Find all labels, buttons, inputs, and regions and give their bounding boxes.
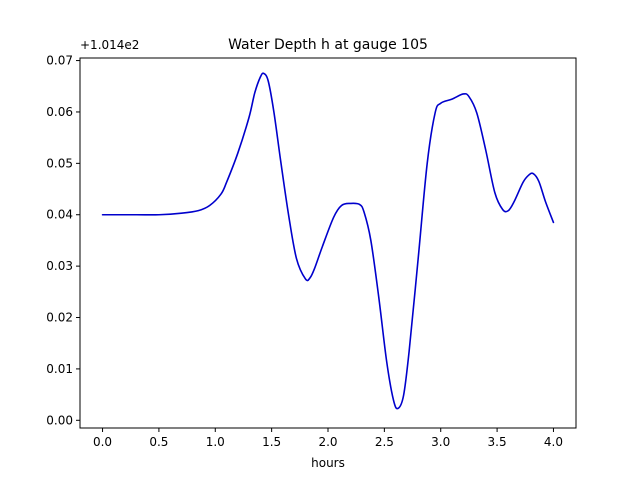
x-tick-label: 3.0 (431, 435, 450, 449)
y-tick-label: 0.02 (46, 311, 73, 325)
x-axis-ticks: 0.0 0.5 1.0 1.5 2.0 2.5 3.0 3.5 4.0 (93, 428, 563, 449)
y-tick-label: 0.06 (46, 105, 73, 119)
x-tick-label: 1.0 (206, 435, 225, 449)
y-axis-ticks: 0.00 0.01 0.02 0.03 0.04 0.05 0.06 0.07 (46, 54, 80, 427)
chart-title: Water Depth h at gauge 105 (228, 37, 428, 53)
y-tick-label: 0.01 (46, 362, 73, 376)
y-tick-label: 0.04 (46, 208, 73, 222)
plot-frame (79, 57, 577, 429)
y-axis-offset-label: +1.014e2 (80, 38, 139, 52)
x-tick-label: 4.0 (544, 435, 563, 449)
x-tick-label: 1.5 (262, 435, 281, 449)
y-tick-label: 0.07 (46, 54, 73, 68)
x-tick-label: 0.0 (93, 435, 112, 449)
x-axis-label: hours (311, 456, 345, 470)
x-tick-label: 3.5 (488, 435, 507, 449)
x-tick-label: 2.5 (375, 435, 394, 449)
y-tick-label: 0.05 (46, 156, 73, 170)
y-tick-label: 0.03 (46, 259, 73, 273)
x-tick-label: 2.0 (318, 435, 337, 449)
series-line-0 (101, 72, 555, 410)
data-line-layer (101, 72, 555, 410)
y-tick-label: 0.00 (46, 413, 73, 427)
x-tick-label: 0.5 (149, 435, 168, 449)
